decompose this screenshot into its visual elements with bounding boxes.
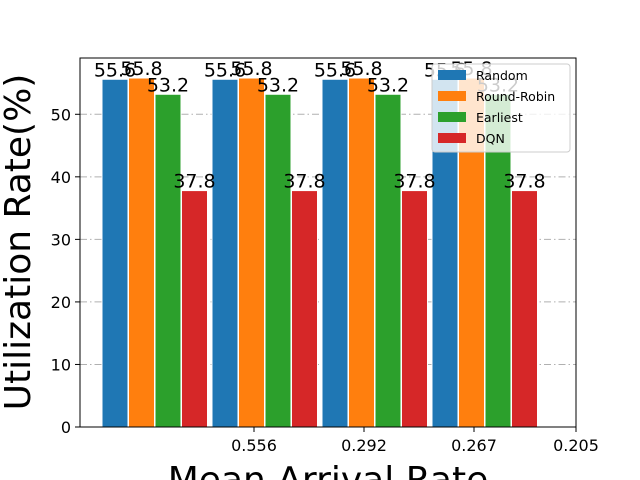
legend-box <box>431 63 571 153</box>
bar-dqn <box>401 190 428 428</box>
x-axis-ticks: 0.556 0.292 0.267 0.205 <box>231 427 599 455</box>
bar-round-robin <box>128 77 155 428</box>
bar-earliest <box>154 93 182 428</box>
bar-value-label: 55.6 <box>204 59 246 81</box>
legend: Random Round-Robin Earliest DQN <box>431 63 571 153</box>
plot-frame <box>79 57 577 428</box>
y-tick-label: 30 <box>51 230 71 249</box>
bar-earliest <box>264 93 292 428</box>
legend-swatch <box>438 112 466 122</box>
bar-value-label: 55.8 <box>230 58 272 80</box>
legend-label: Earliest <box>476 110 523 125</box>
x-tick-label: 0.292 <box>341 436 387 455</box>
x-axis-title: Mean Arrival Rate <box>168 460 488 480</box>
legend-swatch <box>438 91 466 101</box>
bar-dqn <box>181 190 208 428</box>
x-tick-label: 0.267 <box>451 436 497 455</box>
legend-label: Round-Robin <box>476 89 555 104</box>
y-tick-label: 50 <box>51 105 71 124</box>
bar-value-label: 55.8 <box>120 58 162 80</box>
bar-value-label: 37.8 <box>503 171 545 193</box>
legend-label: Random <box>476 68 528 83</box>
y-tick-label: 10 <box>51 355 71 374</box>
bar-value-label: 37.8 <box>173 171 215 193</box>
legend-swatch <box>438 133 466 143</box>
bar-random <box>211 78 239 428</box>
bar-value-label: 55.6 <box>94 59 136 81</box>
bar-value-label: 37.8 <box>393 171 435 193</box>
bar-value-label: 55.6 <box>314 59 356 81</box>
bar-dqn <box>291 190 318 428</box>
bar-value-label: 53.2 <box>257 74 299 96</box>
bar-value-label: 53.2 <box>147 74 189 96</box>
bar-round-robin <box>238 77 265 428</box>
bar-random <box>101 78 129 428</box>
y-axis-ticks: 0 10 20 30 40 50 <box>51 105 80 437</box>
legend-label: DQN <box>476 131 505 146</box>
x-tick-label: 0.556 <box>231 436 277 455</box>
y-axis-title: Utilization Rate(%) <box>0 74 39 411</box>
bar-round-robin <box>348 77 375 428</box>
y-tick-label: 20 <box>51 293 71 312</box>
y-tick-label: 40 <box>51 168 71 187</box>
bar-random <box>321 78 349 428</box>
y-tick-label: 0 <box>61 418 71 437</box>
bar-dqn <box>511 190 538 428</box>
x-tick-label: 0.205 <box>553 436 599 455</box>
bar-earliest <box>374 93 402 428</box>
bar-value-label: 55.8 <box>340 58 382 80</box>
bar-value-label: 53.2 <box>367 74 409 96</box>
bar-value-label: 37.8 <box>283 171 325 193</box>
legend-swatch <box>438 70 466 80</box>
